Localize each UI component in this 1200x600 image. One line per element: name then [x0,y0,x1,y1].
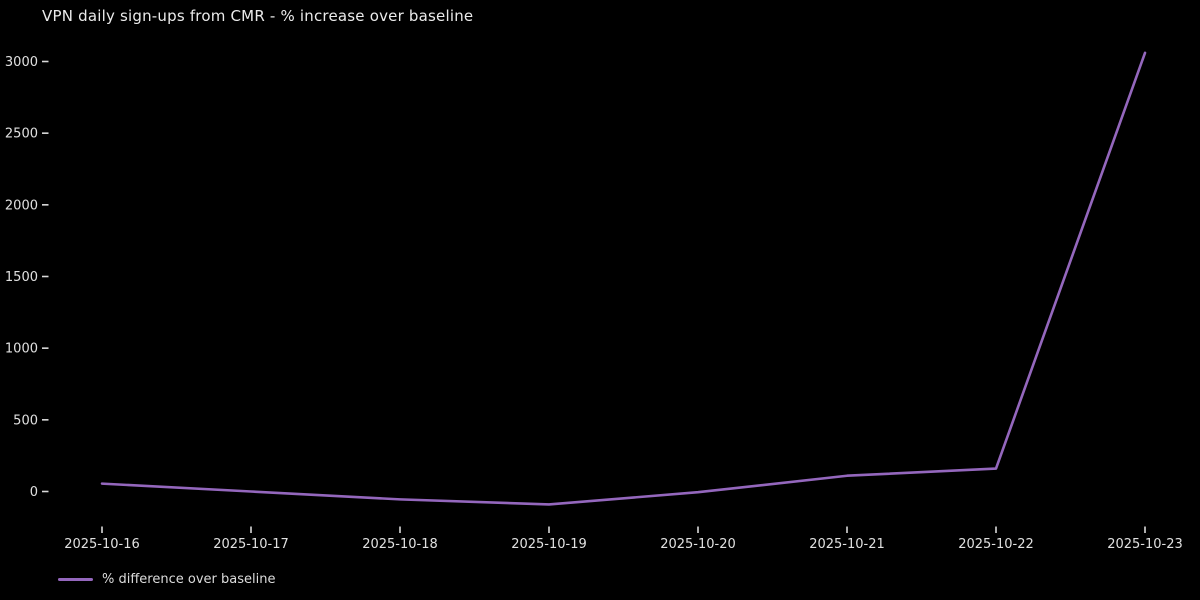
y-tick-label: 1500 [5,270,38,285]
y-tick-label: 0 [30,485,38,500]
series-line [100,51,1147,506]
y-tick-label: 2000 [5,198,38,213]
chart-title: VPN daily sign-ups from CMR - % increase… [42,7,474,25]
y-tick-label: 500 [13,413,38,428]
x-tick-label: 2025-10-17 [213,537,289,552]
x-tick-label: 2025-10-22 [958,537,1034,552]
y-tick-label: 2500 [5,127,38,142]
legend: % difference over baseline [58,572,275,587]
x-tick-label: 2025-10-16 [64,537,140,552]
x-tick-label: 2025-10-23 [1107,537,1183,552]
y-tick-label: 1000 [5,342,38,357]
legend-label: % difference over baseline [102,572,276,587]
y-tick-label: 3000 [5,55,38,70]
legend-line-swatch [58,578,93,581]
x-tick-label: 2025-10-20 [660,537,736,552]
x-tick-label: 2025-10-19 [511,537,587,552]
x-tick-label: 2025-10-18 [362,537,438,552]
x-tick-label: 2025-10-21 [809,537,885,552]
